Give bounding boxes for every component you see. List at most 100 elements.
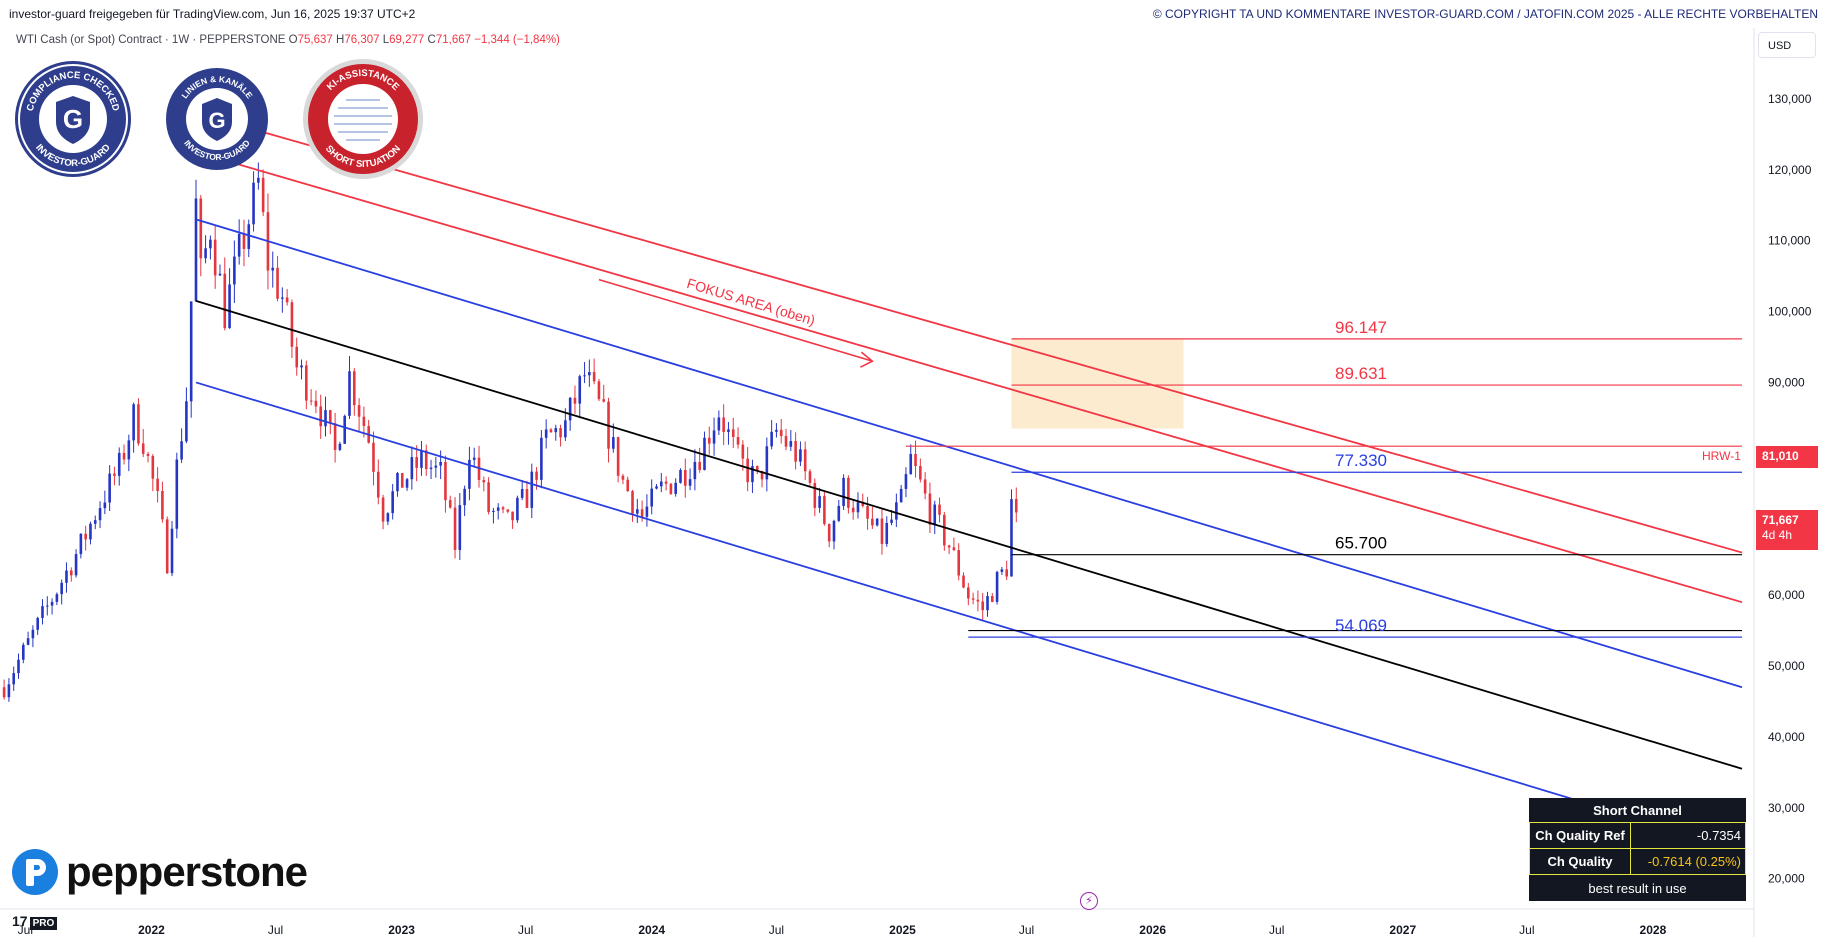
pepperstone-wordmark: pepperstone — [66, 848, 308, 895]
currency-button[interactable]: USD — [1758, 32, 1816, 58]
candle-body — [952, 547, 956, 551]
candle-body — [568, 397, 572, 421]
high-value: 76,307 — [344, 34, 380, 46]
candle-body — [55, 594, 59, 602]
channel-line — [195, 381, 1743, 852]
candle-body — [362, 416, 366, 426]
candle-body — [799, 449, 802, 462]
candle-body — [588, 372, 591, 376]
candle-body — [429, 467, 433, 470]
short-channel-table: Short Channel Ch Quality Ref -0.7354 Ch Q… — [1529, 798, 1746, 901]
x-tick-label: Jul — [769, 923, 784, 937]
candle-body — [381, 497, 385, 522]
candle-body — [808, 471, 812, 483]
candle-body — [636, 509, 639, 514]
symbol-legend[interactable]: WTI Cash (or Spot) Contract · 1W · PEPPE… — [16, 34, 560, 46]
candle-body — [324, 410, 327, 427]
globe-icon — [334, 99, 392, 141]
candle-body — [98, 508, 102, 521]
candle-body — [506, 509, 510, 512]
candles-group — [2, 162, 1018, 702]
open-label: O — [288, 34, 298, 46]
candle-body — [41, 606, 44, 618]
candle-body — [482, 479, 486, 483]
candle-body — [237, 233, 241, 257]
candle-body — [223, 273, 227, 329]
candle-body — [444, 461, 447, 501]
candle-body — [995, 571, 999, 602]
candle-body — [175, 459, 179, 529]
candle-body — [300, 365, 303, 368]
candle-body — [103, 502, 107, 509]
candle-body — [290, 302, 294, 347]
candle-body — [981, 601, 985, 611]
price-level-label: 65.700 — [1335, 534, 1387, 553]
candle-body — [271, 267, 275, 271]
candle-body — [93, 520, 97, 524]
candle-body — [976, 599, 980, 602]
channel-line — [195, 112, 1743, 554]
candle-body — [549, 429, 553, 433]
candle-body — [751, 466, 754, 483]
candle-body — [943, 514, 946, 546]
candle-body — [434, 465, 438, 468]
focus-arrow-line — [598, 278, 873, 362]
candle-body — [520, 489, 524, 498]
candle-body — [871, 518, 874, 526]
candle-body — [525, 489, 529, 508]
candle-body — [789, 441, 793, 447]
candle-body — [712, 430, 716, 444]
x-tick-label: 2025 — [889, 923, 916, 937]
candle-body — [832, 520, 836, 542]
candle-body — [89, 523, 92, 540]
candle-body — [693, 461, 697, 480]
candle-body — [122, 452, 126, 460]
candle-body — [492, 510, 495, 513]
candle-body — [386, 513, 390, 522]
candle-body — [784, 436, 788, 447]
tradingview-logo[interactable]: 17 PRO — [12, 913, 58, 930]
stats-row: Ch Quality Ref -0.7354 — [1529, 822, 1746, 849]
candle-body — [36, 617, 39, 630]
candle-body — [7, 684, 11, 698]
candle-body — [204, 248, 207, 259]
x-tick-label: Jul — [1269, 923, 1284, 937]
stats-key: Ch Quality Ref — [1529, 822, 1631, 849]
candle-body — [170, 528, 174, 574]
channel-line — [195, 151, 1743, 604]
candle-body — [108, 473, 111, 503]
top-bar: investor-guard freigegeben für TradingVi… — [0, 0, 1828, 28]
candle-body — [496, 507, 500, 511]
close-label: C — [427, 34, 436, 46]
y-tick-label: 40,000 — [1768, 730, 1805, 744]
candle-body — [180, 441, 183, 460]
candle-body — [947, 545, 951, 548]
x-tick-label: 2027 — [1389, 923, 1416, 937]
candle-body — [851, 507, 855, 513]
channel-line — [195, 300, 1743, 770]
candle-body — [2, 687, 6, 698]
x-tick-label: 2022 — [138, 923, 165, 937]
candle-body — [688, 479, 692, 486]
lightning-icon[interactable]: ⚡ — [1080, 892, 1098, 910]
candle-body — [895, 502, 898, 520]
candle-body — [928, 493, 932, 525]
candle-body — [779, 429, 783, 437]
compliance-badge: G COMPLIANCE CHECKED INVESTOR-GUARD — [15, 61, 131, 177]
candle-body — [597, 381, 601, 400]
symbol-name: WTI Cash (or Spot) Contract · 1W · PEPPE… — [16, 34, 286, 46]
candle-body — [84, 533, 87, 540]
candle-body — [1000, 569, 1004, 572]
candle-body — [578, 376, 582, 404]
candle-body — [755, 466, 759, 472]
candle-body — [261, 177, 265, 213]
candle-body — [343, 415, 346, 444]
candle-body — [276, 267, 279, 299]
candle-body — [448, 500, 452, 508]
candle-body — [146, 453, 150, 456]
candle-body — [257, 177, 260, 183]
candle-body — [573, 397, 577, 404]
stats-title: Short Channel — [1593, 802, 1682, 818]
focus-area-label: FOKUS AREA (oben) — [685, 275, 817, 328]
candle-body — [338, 443, 342, 450]
